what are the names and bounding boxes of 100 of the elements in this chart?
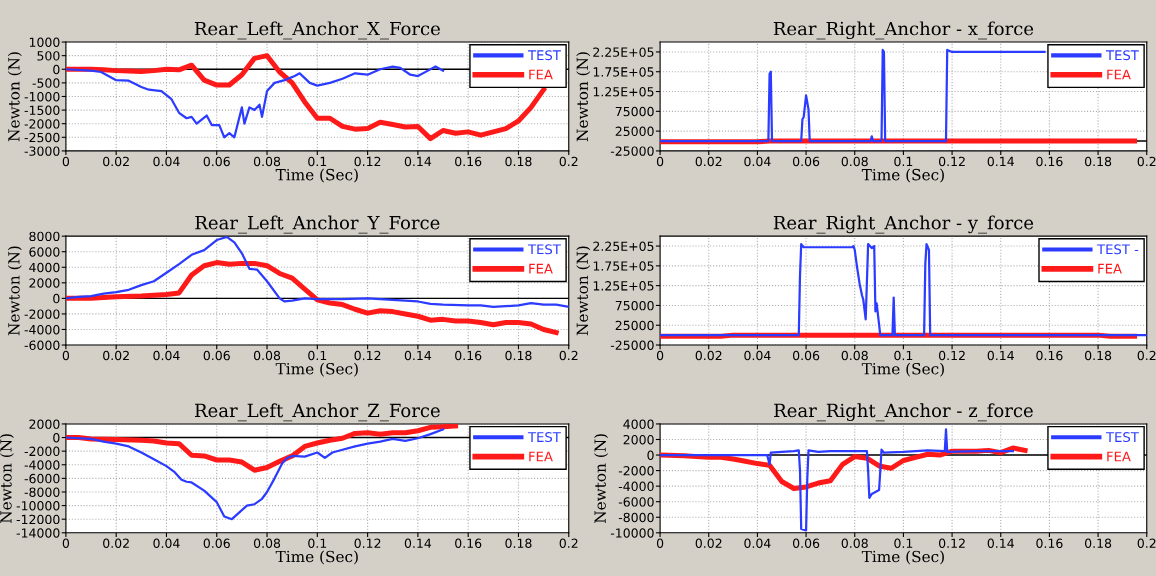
y-tick-label: 4000: [29, 262, 60, 273]
y-tick-label: -4000: [24, 460, 60, 470]
x-tick-label: 0.02: [103, 156, 129, 167]
legend-label: FEA: [529, 69, 553, 80]
y-tick-label: -6000: [24, 473, 60, 484]
y-tick-label: -14000: [16, 528, 60, 538]
y-axis-title: Newton (N): [0, 434, 14, 524]
y-tick-label: 2000: [29, 278, 60, 288]
y-tick-label: -1000: [24, 91, 60, 102]
x-axis-title: Time (Sec): [861, 362, 944, 377]
y-tick-label: 0: [53, 293, 60, 304]
y-tick-label: -6000: [618, 497, 654, 507]
x-tick-label: 0.16: [1036, 350, 1063, 361]
x-tick-label: 0: [656, 156, 664, 167]
x-tick-label: 0.16: [455, 156, 482, 167]
x-tick-label: 0.02: [695, 350, 722, 361]
x-tick-label: 0.14: [404, 156, 432, 167]
legend-label: FEA: [529, 263, 553, 274]
x-tick-label: 0.02: [103, 538, 129, 549]
x-tick-label: 0.04: [153, 538, 180, 549]
x-axis-title: Time (Sec): [275, 168, 358, 183]
x-tick-label: 0.16: [1036, 538, 1063, 549]
x-tick-label: 0.08: [253, 156, 281, 167]
legend-label: TEST: [527, 244, 561, 255]
x-tick-label: 0.06: [792, 156, 820, 167]
y-tick-label: 1.25E+05: [593, 281, 654, 291]
x-tick-label: 0: [656, 538, 664, 549]
x-tick-label: 0.2: [1137, 350, 1156, 361]
x-tick-label: 0.16: [455, 538, 482, 549]
x-tick-label: 0.1: [308, 350, 327, 361]
y-axis-title: Newton (N): [7, 52, 22, 142]
y-tick-label: -12000: [16, 514, 60, 525]
chart-title: Rear_Left_Anchor_X_Force: [194, 21, 440, 40]
x-tick-label: 0.18: [1084, 538, 1112, 549]
legend-label: TEST -: [1097, 244, 1139, 255]
y-tick-label: 4000: [623, 419, 654, 429]
x-tick-label: 0.2: [559, 156, 578, 167]
x-tick-label: 0.04: [153, 156, 180, 167]
y-tick-label: -4000: [24, 324, 60, 335]
x-tick-label: 0.1: [894, 538, 913, 549]
chart-title: Rear_Left_Anchor_Z_Force: [194, 403, 440, 422]
legend-label: FEA: [1107, 451, 1131, 462]
x-tick-label: 0.04: [744, 156, 771, 167]
x-axis-title: Time (Sec): [861, 550, 944, 565]
x-tick-label: 0.18: [505, 538, 532, 549]
y-tick-label: 1.25E+05: [593, 87, 654, 97]
x-tick-label: 0.02: [695, 156, 722, 167]
y-tick-label: -2500: [24, 132, 60, 143]
y-tick-label: 2000: [29, 419, 60, 429]
y-axis-title: Newton (N): [576, 52, 591, 142]
x-tick-label: 0.04: [153, 350, 180, 361]
legend-label: FEA: [529, 451, 553, 462]
y-tick-label: 75000: [615, 106, 654, 117]
x-tick-label: 0.12: [354, 538, 381, 549]
x-tick-label: 0.06: [203, 538, 230, 549]
x-tick-label: 0.08: [253, 350, 281, 361]
x-tick-label: 0.08: [841, 156, 868, 167]
x-tick-label: 0.2: [1137, 538, 1156, 549]
x-tick-label: 0.1: [308, 538, 327, 549]
y-tick-label: 8000: [29, 231, 60, 242]
chart-title: Rear_Right_Anchor - y_force: [773, 215, 1034, 234]
chart-title: Rear_Right_Anchor - z_force: [774, 403, 1033, 422]
x-tick-label: 0.18: [1084, 156, 1112, 167]
x-tick-label: 0.16: [1036, 156, 1063, 167]
y-tick-label: 0: [647, 450, 654, 460]
x-axis-title: Time (Sec): [861, 168, 944, 183]
y-axis-title: Newton (N): [576, 246, 591, 336]
x-tick-label: 0.06: [792, 538, 820, 549]
y-tick-label: -25000: [610, 340, 654, 350]
y-tick-label: -2000: [618, 466, 654, 476]
chart-title: Rear_Right_Anchor - x_force: [773, 21, 1034, 40]
y-tick-label: 2000: [623, 434, 654, 445]
y-axis-title: Newton (N): [594, 434, 609, 524]
y-tick-label: 500: [37, 51, 60, 61]
y-tick-label: -10000: [16, 501, 60, 511]
x-tick-label: 0.08: [841, 350, 868, 361]
x-tick-label: 0.1: [894, 156, 913, 167]
x-tick-label: 0.2: [559, 350, 578, 361]
y-tick-label: 1.75E+05: [593, 261, 654, 271]
x-tick-label: 0.02: [695, 538, 722, 549]
x-tick-label: 0.12: [938, 350, 965, 361]
y-axis-title: Newton (N): [7, 246, 22, 336]
y-tick-label: -8000: [618, 512, 654, 523]
x-tick-label: 0.18: [505, 156, 532, 167]
y-tick-label: -2000: [24, 119, 60, 129]
y-tick-label: -4000: [618, 481, 654, 492]
x-tick-label: 0.08: [841, 538, 868, 549]
chart-title: Rear_Left_Anchor_Y_Force: [195, 215, 440, 234]
y-tick-label: 1000: [29, 37, 60, 47]
legend-label: TEST: [1105, 432, 1139, 443]
legend-label: TEST: [527, 50, 561, 61]
x-tick-label: 0.08: [253, 538, 281, 549]
x-tick-label: 0.14: [987, 350, 1014, 361]
y-tick-label: -2000: [24, 446, 60, 457]
x-tick-label: 0: [62, 156, 70, 167]
x-tick-label: 0.12: [354, 156, 381, 167]
y-tick-label: -3000: [24, 146, 60, 156]
x-tick-label: 0.14: [404, 350, 432, 361]
y-tick-label: 0: [53, 64, 60, 75]
y-tick-label: 1.75E+05: [593, 67, 654, 77]
